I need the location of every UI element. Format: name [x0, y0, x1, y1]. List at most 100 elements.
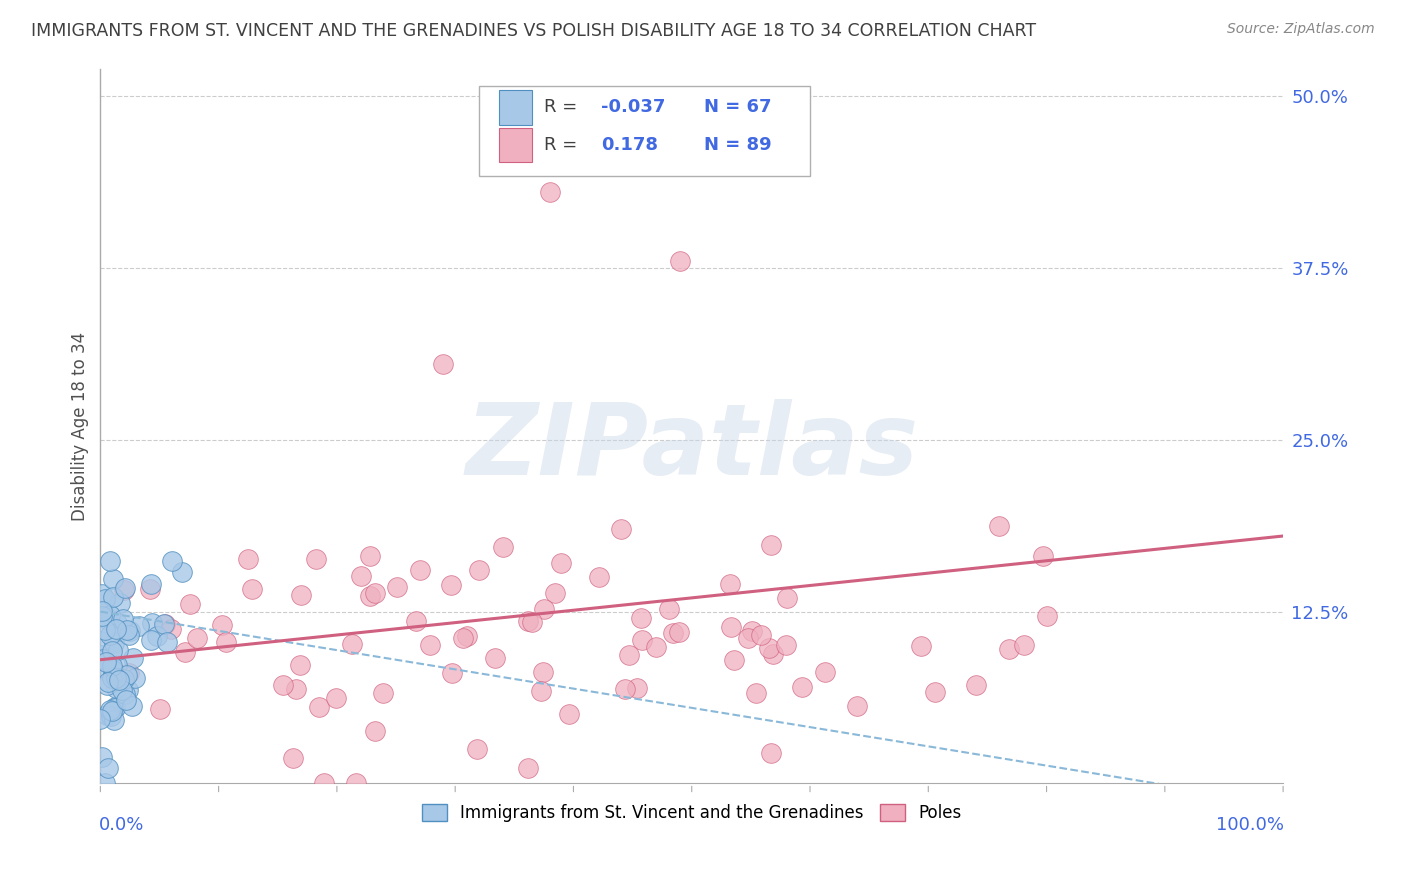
Point: [364, 723, 387, 738]
Point: [105, 615, 128, 630]
Point: [101, 665, 124, 679]
Point: [105, 672, 128, 686]
Point: [359, 589, 381, 603]
Point: [364, 586, 387, 600]
Point: [90, 750, 112, 764]
Point: [94, 655, 117, 669]
Point: [759, 746, 782, 760]
Point: [128, 618, 150, 632]
Point: [118, 665, 141, 680]
Point: [644, 640, 666, 654]
Point: [90, 604, 112, 618]
Point: [155, 635, 177, 649]
Point: [283, 751, 305, 765]
Point: [211, 618, 233, 632]
Point: [98, 627, 121, 641]
Point: [373, 686, 395, 700]
Point: [105, 658, 128, 673]
Point: [492, 541, 515, 555]
Point: [516, 615, 538, 629]
Point: [97, 675, 120, 690]
Point: [170, 566, 193, 580]
Point: [965, 678, 987, 692]
Point: [236, 552, 259, 566]
Point: [751, 627, 773, 641]
Point: [626, 681, 648, 696]
Point: [104, 700, 127, 714]
Point: [117, 682, 139, 697]
Bar: [499, 128, 531, 162]
Point: [103, 591, 125, 605]
Point: [662, 626, 685, 640]
Point: [139, 582, 162, 596]
Point: [90, 633, 112, 648]
Point: [93, 651, 115, 665]
Text: -0.037: -0.037: [600, 98, 665, 116]
Point: [456, 629, 478, 643]
Point: [516, 760, 538, 774]
Point: [101, 572, 124, 586]
Point: [344, 776, 367, 790]
Point: [792, 680, 814, 694]
Point: [846, 699, 869, 714]
Point: [96, 708, 118, 723]
Bar: [499, 90, 531, 125]
Point: [530, 684, 553, 698]
Point: [533, 602, 555, 616]
Point: [98, 554, 121, 568]
Point: [186, 632, 208, 646]
Text: N = 89: N = 89: [703, 136, 770, 154]
Point: [105, 681, 128, 696]
Point: [387, 580, 409, 594]
Point: [98, 607, 121, 622]
Point: [100, 658, 122, 673]
Point: [359, 549, 381, 563]
Point: [112, 673, 135, 687]
Point: [103, 663, 125, 677]
Text: R =: R =: [544, 136, 583, 154]
Point: [465, 742, 488, 756]
Point: [484, 650, 506, 665]
Point: [631, 633, 654, 648]
Point: [544, 586, 567, 600]
Point: [141, 576, 163, 591]
Point: [111, 683, 134, 698]
Point: [668, 625, 690, 640]
Point: [550, 556, 572, 570]
Point: [308, 699, 330, 714]
Text: 0.178: 0.178: [600, 136, 658, 154]
Point: [103, 713, 125, 727]
Point: [155, 617, 177, 632]
Point: [159, 622, 181, 636]
Point: [94, 664, 117, 678]
Point: [284, 682, 307, 697]
Point: [304, 552, 326, 566]
Point: [100, 705, 122, 719]
Point: [776, 591, 799, 605]
Point: [538, 186, 561, 200]
Point: [617, 648, 640, 663]
Point: [141, 615, 163, 630]
Point: [93, 623, 115, 637]
Point: [658, 601, 681, 615]
Point: [107, 643, 129, 657]
Point: [124, 671, 146, 685]
Point: [114, 581, 136, 595]
Point: [115, 623, 138, 637]
Point: [118, 624, 141, 638]
Point: [432, 357, 454, 371]
Point: [350, 569, 373, 583]
Point: [97, 761, 120, 775]
Point: [160, 554, 183, 568]
Point: [103, 636, 125, 650]
Point: [112, 612, 135, 626]
Text: R =: R =: [544, 98, 583, 116]
Text: 0.0%: 0.0%: [100, 815, 145, 834]
Point: [112, 583, 135, 598]
Point: [988, 519, 1011, 533]
Text: ZIPatlas: ZIPatlas: [465, 399, 918, 496]
Point: [440, 665, 463, 680]
Point: [114, 693, 136, 707]
Point: [737, 631, 759, 645]
Point: [149, 702, 172, 716]
